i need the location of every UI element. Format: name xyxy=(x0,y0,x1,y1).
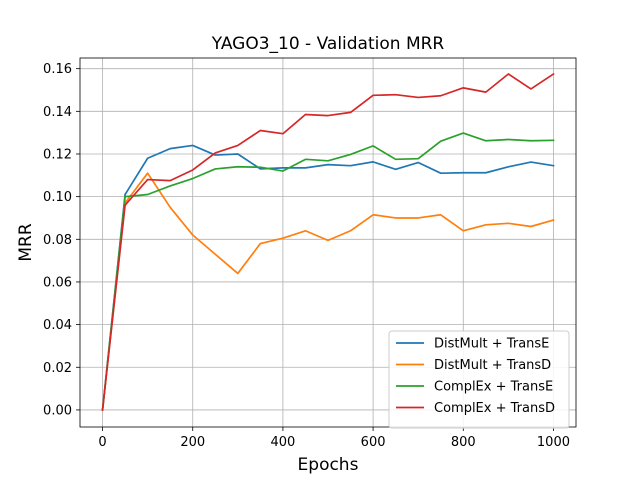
tick-layer: 0 200 400 600 800 1000 0.00 0.02 0.04 0.06 0.08 0.1… xyxy=(43,62,570,450)
series-line-distmult-transe xyxy=(101,144,555,411)
plot-frame xyxy=(79,57,577,428)
series-line-complex-transd xyxy=(101,72,555,411)
x-axis-label: Epochs xyxy=(298,455,359,475)
y-tick-label: 0.02 xyxy=(43,361,72,376)
x-tick-label: 0 xyxy=(98,435,106,450)
y-tick-label: 0.08 xyxy=(43,233,72,248)
legend-label-complex-transe: ComplEx + TransE xyxy=(434,380,553,395)
legend-label-distmult-transe: DistMult + TransE xyxy=(434,337,549,352)
y-tick-label: 0.12 xyxy=(43,147,72,162)
legend: DistMult + TransE DistMult + TransD ComplE… xyxy=(388,330,570,429)
y-axis-label: MRR xyxy=(16,223,36,261)
y-tick-label: 0.14 xyxy=(43,105,72,120)
y-tick-label: 0.06 xyxy=(43,275,72,290)
grid-layer xyxy=(80,58,576,427)
chart-title: YAGO3_10 - Validation MRR xyxy=(211,34,445,54)
y-tick-label: 0.10 xyxy=(43,190,72,205)
series-line-complex-transe xyxy=(101,132,555,411)
y-tick-label: 0.04 xyxy=(43,318,72,333)
legend-label-distmult-transd: DistMult + TransD xyxy=(434,358,551,373)
x-tick-label: 600 xyxy=(361,435,386,450)
series-layer xyxy=(101,72,555,411)
legend-label-complex-transd: ComplEx + TransD xyxy=(434,401,555,416)
x-tick-label: 400 xyxy=(270,435,295,450)
x-tick-label: 200 xyxy=(180,435,205,450)
legend-box xyxy=(388,330,570,429)
x-tick-label: 800 xyxy=(451,435,476,450)
x-tick-label: 1000 xyxy=(537,435,570,450)
y-tick-label: 0.00 xyxy=(43,403,72,418)
y-tick-label: 0.16 xyxy=(43,62,72,77)
series-line-distmult-transd xyxy=(101,172,555,411)
